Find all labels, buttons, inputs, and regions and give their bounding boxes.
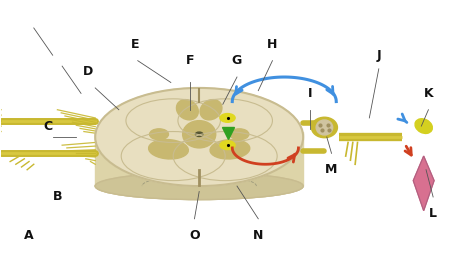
Ellipse shape (200, 100, 222, 120)
Ellipse shape (415, 119, 432, 133)
Ellipse shape (173, 132, 277, 181)
Text: J: J (376, 49, 381, 62)
Ellipse shape (95, 173, 303, 199)
Text: I: I (308, 87, 312, 100)
Ellipse shape (176, 100, 198, 120)
Text: B: B (53, 190, 62, 204)
Text: F: F (185, 54, 194, 67)
Circle shape (195, 132, 203, 136)
Ellipse shape (150, 129, 168, 140)
FancyBboxPatch shape (95, 132, 303, 186)
Text: G: G (232, 54, 242, 67)
Ellipse shape (311, 117, 337, 138)
Text: E: E (131, 38, 140, 51)
Polygon shape (413, 156, 434, 211)
Text: N: N (253, 229, 264, 242)
Ellipse shape (178, 99, 273, 142)
Ellipse shape (149, 139, 188, 159)
Ellipse shape (121, 132, 225, 181)
Ellipse shape (210, 139, 250, 159)
Ellipse shape (182, 121, 216, 148)
Text: H: H (267, 38, 278, 51)
Text: K: K (424, 87, 433, 100)
Text: L: L (429, 207, 437, 220)
Ellipse shape (230, 129, 249, 140)
Circle shape (220, 141, 235, 150)
Ellipse shape (126, 99, 220, 142)
Text: C: C (44, 119, 53, 133)
Text: A: A (24, 229, 34, 242)
Text: M: M (325, 163, 337, 176)
Text: D: D (83, 65, 93, 78)
Ellipse shape (95, 173, 303, 199)
Ellipse shape (95, 88, 303, 186)
Text: O: O (189, 229, 200, 242)
Ellipse shape (316, 120, 333, 135)
Circle shape (220, 113, 235, 122)
